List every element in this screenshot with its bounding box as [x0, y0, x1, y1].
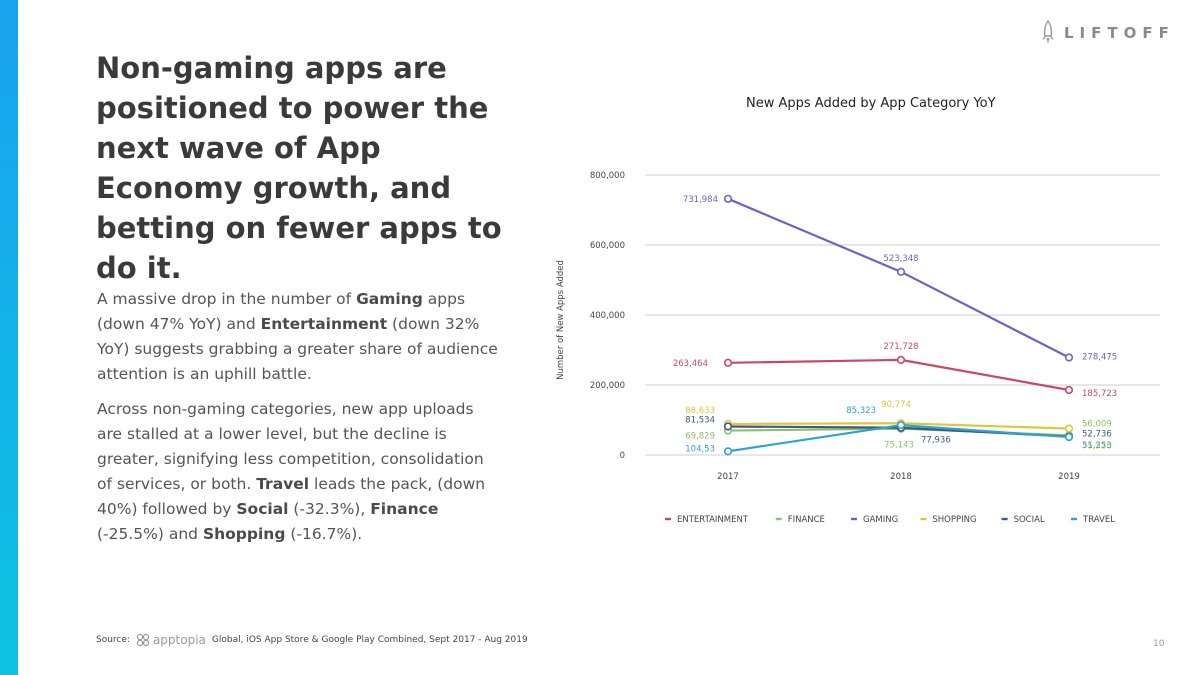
y-tick-label: 200,000 — [590, 381, 625, 391]
data-label-travel: 85,323 — [846, 406, 876, 416]
data-label-finance: 75,143 — [884, 441, 914, 451]
data-label-social: 81,534 — [685, 415, 715, 425]
logo-text: LIFTOFF — [1064, 24, 1175, 42]
apptopia-logo: apptopia — [136, 633, 206, 647]
x-tick-label: 2018 — [890, 472, 912, 482]
series-line-gaming — [727, 197, 1070, 359]
data-point-gaming — [1064, 353, 1074, 362]
x-tick-label: 2019 — [1058, 472, 1080, 482]
y-tick-label: 800,000 — [590, 171, 625, 181]
data-point-gaming — [896, 267, 906, 276]
data-label-entertainment: 185,723 — [1082, 389, 1117, 399]
data-point-shopping — [1064, 424, 1074, 433]
data-label-social: 77,936 — [921, 436, 951, 446]
liftoff-logo: LIFTOFF — [1042, 18, 1175, 48]
data-label-travel: 104,53 — [685, 444, 715, 454]
data-label-shopping: 88,633 — [685, 406, 715, 416]
legend-label-finance: FINANCE — [788, 515, 825, 525]
data-label-shopping: 90,774 — [881, 400, 911, 410]
data-point-travel — [1064, 432, 1074, 442]
data-point-travel — [723, 447, 733, 456]
source-line: Source: apptopia Global, iOS App Store &… — [96, 633, 528, 647]
y-tick-label: 600,000 — [590, 241, 625, 251]
data-label-entertainment: 263,464 — [673, 359, 708, 369]
data-point-entertainment — [723, 358, 733, 367]
paragraph-gaming-entertainment: A massive drop in the number of Gaming a… — [97, 290, 498, 383]
data-label-gaming: 278,475 — [1082, 353, 1117, 363]
page-headline: Non-gaming apps are positioned to power … — [96, 51, 502, 285]
data-point-gaming — [723, 194, 733, 203]
legend-label-shopping: SHOPPING — [932, 515, 976, 525]
data-label-entertainment: 271,728 — [883, 342, 918, 352]
legend-label-entertainment: ENTERTAINMENT — [677, 515, 749, 525]
y-axis-label: Number of New Apps Added — [556, 260, 566, 380]
accent-side-bar — [0, 0, 18, 675]
data-label-social: 52,736 — [1082, 430, 1112, 440]
data-label-finance: 56,009 — [1082, 419, 1112, 429]
page-number: 10 — [1153, 639, 1165, 649]
apptopia-brand-text: apptopia — [152, 633, 206, 647]
x-tick-label: 2017 — [717, 472, 739, 482]
data-point-entertainment — [1064, 385, 1074, 395]
data-label-travel: 51,253 — [1082, 441, 1112, 451]
y-tick-label: 400,000 — [590, 311, 625, 321]
source-text: Global, iOS App Store & Google Play Comb… — [211, 635, 528, 645]
data-point-social — [723, 422, 733, 431]
legend-label-travel: TRAVEL — [1082, 515, 1115, 525]
data-label-shopping: 75,520 — [1082, 442, 1112, 452]
chart-title: New Apps Added by App Category YoY — [746, 96, 996, 111]
apptopia-icon — [136, 633, 150, 647]
paragraph-non-gaming: Across non-gaming categories, new app up… — [97, 400, 486, 543]
legend-label-social: SOCIAL — [1014, 515, 1045, 525]
line-chart: 0 200,000 400,000 600,000 800,000 Number of N… — [556, 171, 1160, 525]
body-text: A massive drop in the number of Gaming a… — [97, 287, 502, 557]
data-point-travel — [896, 421, 906, 430]
rocket-icon — [1042, 20, 1054, 44]
data-label-gaming: 523,348 — [883, 254, 918, 264]
data-label-finance: 69,829 — [685, 432, 715, 442]
data-point-entertainment — [896, 355, 906, 364]
data-label-gaming: 731,984 — [683, 195, 718, 205]
source-label: Source: — [96, 635, 130, 645]
y-tick-label: 0 — [620, 451, 625, 461]
legend-label-gaming: GAMING — [863, 515, 898, 525]
